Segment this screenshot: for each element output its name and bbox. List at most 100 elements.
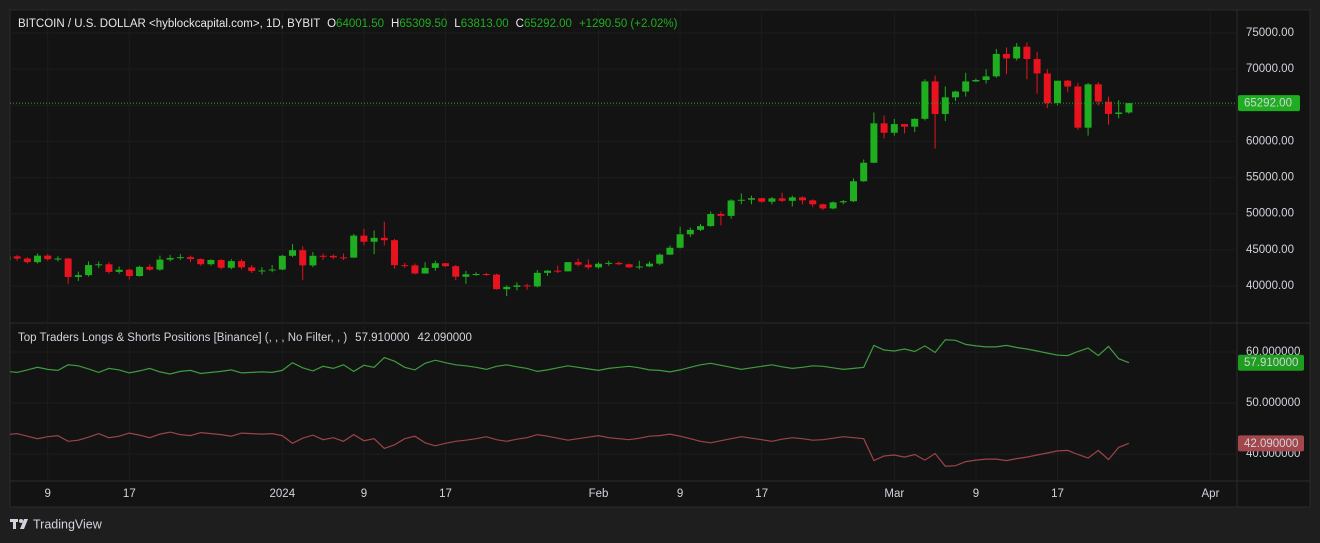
candle-body <box>125 269 133 277</box>
indicator-line <box>10 339 1130 375</box>
y-tick-label: 50000.00 <box>1246 208 1294 220</box>
indicator-pane <box>10 339 1130 467</box>
candle-body <box>380 237 388 241</box>
candle-body <box>391 240 399 266</box>
x-tick-label: 17 <box>439 488 452 500</box>
candle-body <box>921 81 929 119</box>
candle-body <box>748 198 756 200</box>
candle-body <box>972 79 980 82</box>
candle-body <box>13 256 21 259</box>
candle-body <box>146 266 154 270</box>
candle-body <box>1104 101 1112 114</box>
candle-body <box>758 198 766 202</box>
candle-body <box>238 261 246 268</box>
candle-body <box>656 254 664 264</box>
candle-body <box>727 200 735 216</box>
candle-body <box>482 274 490 275</box>
candle-body <box>513 285 521 287</box>
candle-body <box>10 256 11 260</box>
value-tag <box>1238 354 1304 371</box>
x-tick-label: 17 <box>755 488 768 500</box>
candle-body <box>493 274 501 290</box>
change: +1290.50 (+2.02%) <box>579 18 678 30</box>
value-tag <box>1238 435 1304 452</box>
y-tick-label: 40000.00 <box>1246 280 1294 292</box>
indicator-title: Top Traders Longs & Shorts Positions [Bi… <box>18 332 347 344</box>
x-tick-label: 9 <box>361 488 367 500</box>
candle-body <box>595 263 603 268</box>
candle-body <box>646 263 654 267</box>
y-tick-label: 75000.00 <box>1246 27 1294 39</box>
x-tick-label: Mar <box>884 488 904 500</box>
ohlc-key: O <box>327 18 336 30</box>
candle-body <box>44 255 52 260</box>
candle-body <box>666 247 674 255</box>
price-pane <box>10 42 1237 297</box>
brand: TradingView <box>33 517 103 531</box>
value-tag-label: 42.090000 <box>1244 438 1298 450</box>
x-tick-label: Feb <box>589 488 609 500</box>
candle-body <box>74 275 82 277</box>
x-tick-label: 9 <box>45 488 51 500</box>
candle-body <box>156 259 164 270</box>
x-tick-label: Apr <box>1202 488 1220 500</box>
candle-body <box>900 124 908 127</box>
candle-body <box>799 197 807 201</box>
candle-body <box>248 267 256 272</box>
candle-body <box>115 269 123 272</box>
x-tick-label: 9 <box>973 488 979 500</box>
legend-value: 57.910000 <box>355 332 409 344</box>
price-tag <box>1238 95 1300 112</box>
candle-body <box>452 266 460 277</box>
candle-body <box>34 255 42 263</box>
candle-body <box>992 53 1000 77</box>
candle-body <box>686 229 694 235</box>
candle-body <box>54 258 62 260</box>
candle-body <box>574 262 582 265</box>
candle-body <box>503 286 511 290</box>
candle-body <box>717 214 725 216</box>
candle-body <box>176 257 184 259</box>
tradingview-logo <box>10 519 28 529</box>
y-tick-label: 60000.00 <box>1246 135 1294 147</box>
candle-body <box>880 123 888 133</box>
axes: 9 17 2024 9 17 Feb 9 17 Mar 9 17 Apr 40000.00 45000.0… <box>18 27 1304 500</box>
candle-body <box>207 259 215 265</box>
candle-body <box>309 255 317 266</box>
candle-body <box>605 262 613 264</box>
legend-value: 42.090000 <box>418 332 472 344</box>
candle-body <box>768 198 776 202</box>
candle-body <box>809 200 817 205</box>
y-tick-label: 55000.00 <box>1246 172 1294 184</box>
y-tick-label: 45000.00 <box>1246 244 1294 256</box>
candle-body <box>533 272 541 287</box>
candle-body <box>1094 84 1102 102</box>
candle-body <box>962 81 970 92</box>
ohlc-value: 64001.50 <box>336 18 384 30</box>
candle-body <box>1115 112 1123 114</box>
candle-body <box>911 118 919 127</box>
y-tick-label: 50.000000 <box>1246 397 1300 409</box>
y-tick-label: 70000.00 <box>1246 63 1294 75</box>
symbol-header: BITCOIN / U.S. DOLLAR <hyblockcapital.co… <box>18 18 678 30</box>
candle-body <box>197 259 205 265</box>
candle-body <box>615 262 623 265</box>
candle-body <box>737 199 745 201</box>
candle-body <box>931 81 939 114</box>
candle-body <box>462 274 470 277</box>
candle-body <box>697 226 705 230</box>
ohlc-key: C <box>516 18 524 30</box>
candle-body <box>340 257 348 259</box>
candle-body <box>635 266 643 268</box>
candle-body <box>166 257 174 260</box>
candle-body <box>370 237 378 242</box>
candle-body <box>870 123 878 163</box>
candle-body <box>1053 80 1061 104</box>
candle-body <box>676 234 684 248</box>
indicator-line <box>10 431 1130 467</box>
x-tick-label: 17 <box>1051 488 1064 500</box>
candle-body <box>1084 84 1092 128</box>
candle-body <box>523 285 531 287</box>
candle-body <box>401 265 409 267</box>
